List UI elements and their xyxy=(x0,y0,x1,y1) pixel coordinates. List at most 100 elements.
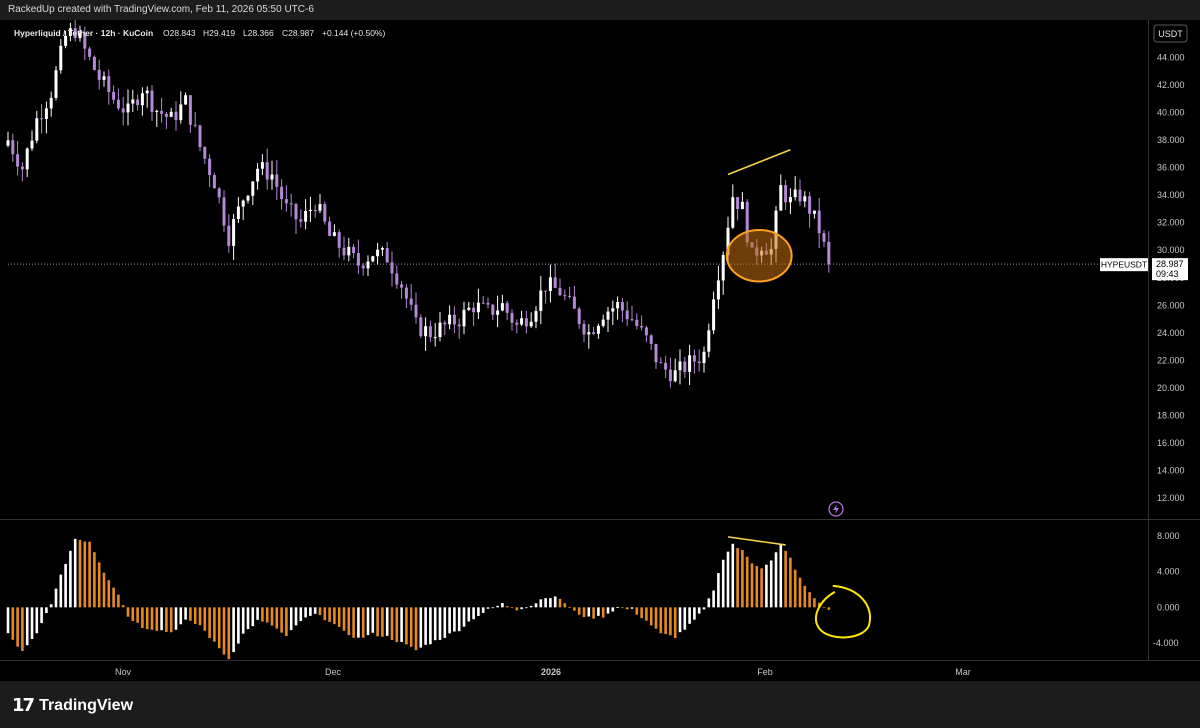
candle-body xyxy=(6,140,10,146)
histogram-bar xyxy=(798,577,802,608)
histogram-bar xyxy=(592,607,595,619)
histogram-bar xyxy=(21,607,24,651)
histogram-bar xyxy=(121,605,125,608)
candle-body xyxy=(664,362,668,370)
histogram-bar xyxy=(395,607,399,643)
histogram-bar xyxy=(208,607,211,639)
histogram-bar xyxy=(155,607,159,631)
histogram-bar xyxy=(582,607,586,618)
oscillator-pane[interactable] xyxy=(6,536,872,660)
histogram-bar xyxy=(390,607,394,640)
candle-body xyxy=(184,95,188,105)
price-tick-label: 38.000 xyxy=(1157,135,1185,145)
candle-body xyxy=(726,227,730,256)
price-tick-label: 26.000 xyxy=(1157,300,1185,310)
candle-body xyxy=(44,108,48,119)
candle-body xyxy=(380,248,384,250)
candle-body xyxy=(678,361,682,371)
histogram-bar xyxy=(611,607,615,612)
candle-body xyxy=(112,91,116,100)
histogram-bar xyxy=(419,607,423,648)
candle-body xyxy=(308,210,312,212)
candle-body xyxy=(68,28,72,36)
histogram-bar xyxy=(141,607,144,628)
histogram-bar xyxy=(352,607,355,638)
candle-body xyxy=(596,325,600,334)
price-tick-label: 22.000 xyxy=(1157,355,1185,365)
histogram-bar xyxy=(400,607,403,642)
histogram-bar xyxy=(755,566,759,608)
candle-body xyxy=(524,318,528,327)
histogram-bar xyxy=(462,607,466,627)
histogram-bar xyxy=(73,538,77,608)
histogram-bar xyxy=(573,607,576,611)
histogram-bar xyxy=(453,607,456,632)
candle-body xyxy=(198,125,202,148)
candle-body xyxy=(25,148,29,170)
time-axis[interactable]: Nov Dec 2026 Feb Mar xyxy=(115,667,971,677)
chart-canvas[interactable]: Hyperliquid / Tether · 12h · KuCoin O28.… xyxy=(0,20,1200,681)
candle-body xyxy=(11,140,15,155)
histogram-bar xyxy=(597,607,600,616)
histogram-bar xyxy=(333,607,336,625)
candle-body xyxy=(390,262,394,274)
histogram-bar xyxy=(433,607,437,641)
candle-body xyxy=(606,311,610,320)
candle-body xyxy=(35,118,39,141)
alert-icon[interactable] xyxy=(828,501,844,517)
histogram-bar xyxy=(179,607,183,625)
histogram-bar xyxy=(54,588,58,608)
histogram-bar xyxy=(16,607,19,647)
histogram-bar xyxy=(304,607,307,618)
histogram-bar xyxy=(779,544,783,608)
candle-body xyxy=(486,302,490,305)
oscillator-axis[interactable]: 8.000 4.000 0.000 -4.000 xyxy=(1153,531,1180,648)
histogram-bar xyxy=(241,607,245,634)
histogram-bar xyxy=(270,607,274,626)
histogram-bar xyxy=(169,607,173,633)
candle-body xyxy=(64,35,68,46)
candle-body xyxy=(784,185,788,203)
currency-button[interactable]: USDT xyxy=(1153,24,1188,43)
histogram-bar xyxy=(313,607,317,614)
candle-body xyxy=(222,197,226,226)
histogram-bar xyxy=(625,607,629,610)
candle-body xyxy=(270,174,274,180)
price-pane[interactable]: Hyperliquid / Tether · 12h · KuCoin O28.… xyxy=(6,20,1149,517)
candle-body xyxy=(443,322,447,325)
candle-body xyxy=(548,277,552,292)
candle-body xyxy=(400,284,404,288)
histogram-bar xyxy=(385,607,389,636)
candle-body xyxy=(313,210,317,212)
histogram-bar xyxy=(40,607,43,624)
histogram-bar xyxy=(683,607,687,630)
histogram-bar xyxy=(145,607,149,630)
candle-body xyxy=(702,351,706,364)
histogram-bar xyxy=(280,607,283,633)
histogram-bar xyxy=(616,607,619,608)
histogram-bar xyxy=(491,607,495,609)
time-tick-label: Dec xyxy=(325,667,342,677)
candle-body xyxy=(438,322,442,338)
histogram-bar xyxy=(750,563,754,608)
candle-body xyxy=(822,233,826,242)
histogram-bar xyxy=(265,607,269,623)
histogram-bar xyxy=(789,557,792,608)
histogram-bar xyxy=(803,585,807,608)
histogram-bar xyxy=(424,607,427,645)
candle-body xyxy=(164,113,168,117)
histogram-bar xyxy=(702,607,706,610)
candle-body xyxy=(150,90,154,112)
candle-body xyxy=(534,310,538,322)
candle-body xyxy=(616,301,620,309)
candle-body xyxy=(59,45,63,71)
candle-body xyxy=(563,295,567,297)
histogram-bar xyxy=(563,603,567,608)
histogram-bar xyxy=(664,607,667,635)
candle-body xyxy=(745,201,749,243)
histogram-bar xyxy=(717,573,720,608)
tradingview-logo[interactable]: 17 TradingView xyxy=(12,695,133,716)
candle-body xyxy=(827,241,831,265)
histogram-bar xyxy=(285,607,288,636)
price-tick-label: 36.000 xyxy=(1157,163,1185,173)
